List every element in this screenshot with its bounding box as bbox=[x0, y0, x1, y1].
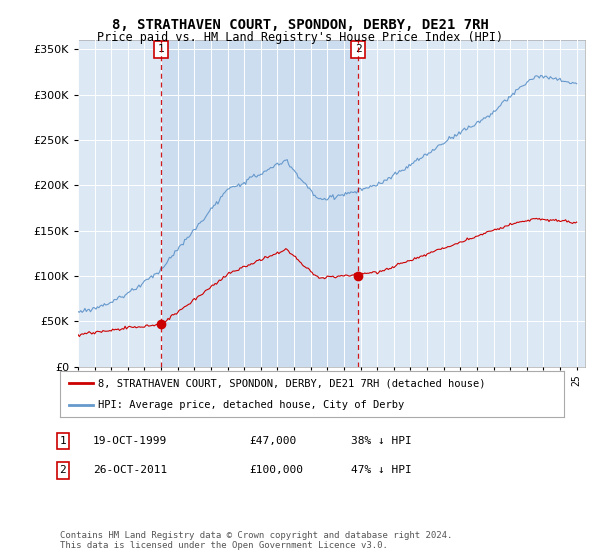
Text: 26-OCT-2011: 26-OCT-2011 bbox=[93, 465, 167, 475]
Text: £47,000: £47,000 bbox=[249, 436, 296, 446]
Bar bbox=[161, 40, 358, 367]
Text: 47% ↓ HPI: 47% ↓ HPI bbox=[351, 465, 412, 475]
Text: 38% ↓ HPI: 38% ↓ HPI bbox=[351, 436, 412, 446]
Text: 1: 1 bbox=[59, 436, 67, 446]
Text: Price paid vs. HM Land Registry's House Price Index (HPI): Price paid vs. HM Land Registry's House … bbox=[97, 31, 503, 44]
Text: HPI: Average price, detached house, City of Derby: HPI: Average price, detached house, City… bbox=[98, 400, 404, 410]
Text: 1: 1 bbox=[158, 44, 164, 54]
Text: 8, STRATHAVEN COURT, SPONDON, DERBY, DE21 7RH: 8, STRATHAVEN COURT, SPONDON, DERBY, DE2… bbox=[112, 18, 488, 32]
Text: 19-OCT-1999: 19-OCT-1999 bbox=[93, 436, 167, 446]
Text: 2: 2 bbox=[355, 44, 361, 54]
Text: £100,000: £100,000 bbox=[249, 465, 303, 475]
Text: 2: 2 bbox=[59, 465, 67, 475]
Text: 8, STRATHAVEN COURT, SPONDON, DERBY, DE21 7RH (detached house): 8, STRATHAVEN COURT, SPONDON, DERBY, DE2… bbox=[98, 378, 485, 388]
Text: Contains HM Land Registry data © Crown copyright and database right 2024.
This d: Contains HM Land Registry data © Crown c… bbox=[60, 530, 452, 550]
